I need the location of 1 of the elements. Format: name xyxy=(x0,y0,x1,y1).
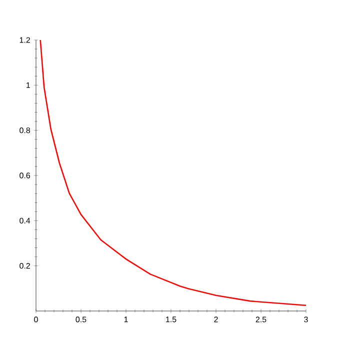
line-series xyxy=(40,39,307,306)
